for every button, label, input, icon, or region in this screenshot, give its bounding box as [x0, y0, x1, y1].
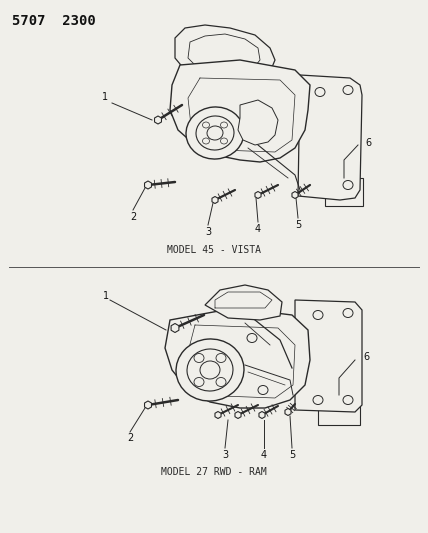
Polygon shape	[175, 25, 275, 80]
Ellipse shape	[247, 334, 257, 343]
Text: 1: 1	[103, 291, 109, 301]
Polygon shape	[285, 408, 291, 416]
Text: 6: 6	[365, 138, 371, 148]
Polygon shape	[255, 191, 261, 198]
Bar	[325, 178, 363, 206]
Polygon shape	[295, 300, 362, 412]
Ellipse shape	[220, 138, 228, 144]
Polygon shape	[155, 116, 161, 124]
Ellipse shape	[186, 107, 244, 159]
Text: 3: 3	[222, 450, 228, 460]
Ellipse shape	[258, 385, 268, 394]
Polygon shape	[170, 60, 310, 162]
Text: 5707  2300: 5707 2300	[12, 14, 96, 28]
Polygon shape	[259, 411, 265, 418]
Text: 2: 2	[130, 212, 136, 222]
Polygon shape	[171, 324, 179, 333]
Text: 2: 2	[127, 433, 133, 443]
Text: 3: 3	[205, 227, 211, 237]
Text: 4: 4	[261, 450, 267, 460]
Ellipse shape	[202, 122, 209, 128]
Ellipse shape	[194, 377, 204, 386]
Ellipse shape	[216, 353, 226, 362]
Ellipse shape	[220, 122, 228, 128]
Polygon shape	[205, 285, 282, 320]
Text: 6: 6	[363, 352, 369, 362]
Text: MODEL 27 RWD - RAM: MODEL 27 RWD - RAM	[161, 467, 267, 477]
Ellipse shape	[194, 353, 204, 362]
Polygon shape	[235, 411, 241, 418]
Ellipse shape	[202, 138, 209, 144]
Polygon shape	[298, 75, 362, 200]
Text: 5: 5	[295, 220, 301, 230]
Ellipse shape	[176, 339, 244, 401]
Ellipse shape	[196, 116, 234, 150]
Polygon shape	[145, 181, 152, 189]
Text: 4: 4	[255, 224, 261, 234]
Text: 5: 5	[289, 450, 295, 460]
Text: 1: 1	[102, 92, 108, 102]
Text: MODEL 45 - VISTA: MODEL 45 - VISTA	[167, 245, 261, 255]
Polygon shape	[165, 308, 310, 408]
Ellipse shape	[207, 126, 223, 140]
Polygon shape	[188, 34, 260, 75]
Ellipse shape	[216, 377, 226, 386]
Polygon shape	[292, 191, 298, 198]
Ellipse shape	[200, 361, 220, 379]
Polygon shape	[215, 411, 221, 418]
Polygon shape	[212, 197, 218, 204]
Bar	[318, 395, 360, 425]
Polygon shape	[145, 401, 152, 409]
Ellipse shape	[187, 349, 233, 391]
Polygon shape	[238, 100, 278, 145]
